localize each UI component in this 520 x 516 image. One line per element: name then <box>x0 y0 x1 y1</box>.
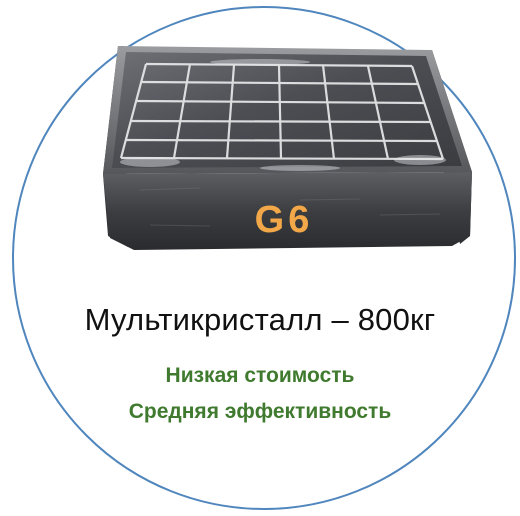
product-title: Мультикристалл – 800кг <box>84 302 436 337</box>
feature-low-cost: Низкая стоимость <box>165 364 355 387</box>
feature-medium-efficiency: Средняя эффективность <box>128 400 392 423</box>
grade-label: G6 <box>255 199 314 241</box>
silicon-ingot-icon: G6 <box>103 46 472 250</box>
